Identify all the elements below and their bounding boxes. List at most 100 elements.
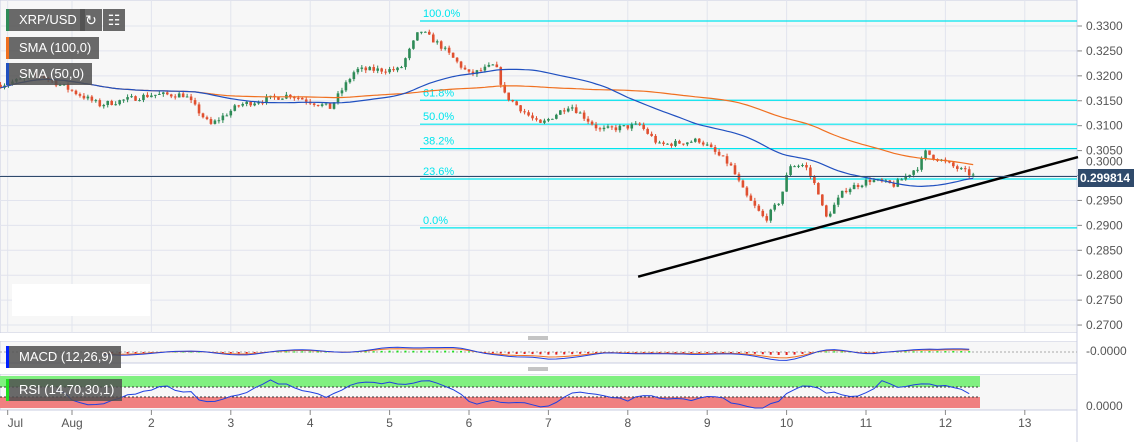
- bar-chart-icon[interactable]: ☷: [103, 9, 125, 31]
- sma50-legend[interactable]: SMA (50,0): [6, 63, 93, 85]
- macd-histogram-bar: [737, 352, 740, 354]
- candle-body: [134, 96, 137, 101]
- candle-body: [956, 166, 959, 169]
- candle-body: [709, 144, 713, 148]
- candle-body: [705, 144, 709, 146]
- trendline: [637, 155, 1079, 278]
- candle-body: [646, 128, 649, 134]
- sma50-line: [0, 68, 974, 188]
- candle-body: [821, 194, 824, 206]
- candle-body: [340, 90, 344, 94]
- x-tick-label: 6: [466, 416, 473, 430]
- candle-body: [467, 69, 471, 72]
- x-tick-label: 4: [307, 416, 314, 430]
- macd-histogram-bar: [960, 351, 963, 353]
- macd-histogram-bar: [309, 351, 312, 353]
- candle-body: [725, 156, 729, 164]
- macd-histogram-bar: [841, 351, 844, 353]
- candle-body: [261, 102, 264, 104]
- candle-body: [201, 113, 205, 118]
- candle-body: [785, 175, 788, 192]
- candle-body: [928, 150, 931, 155]
- candle-body: [729, 163, 733, 166]
- candle-body: [225, 115, 229, 117]
- candle-body: [777, 203, 780, 205]
- candle-body: [281, 98, 284, 100]
- candle-body: [912, 170, 915, 175]
- candle-body: [642, 124, 645, 129]
- x-tick-label: Jul: [8, 416, 23, 430]
- candle-body: [428, 31, 431, 35]
- macd-legend[interactable]: MACD (12,26,9): [6, 346, 121, 368]
- macd-histogram-bar: [722, 352, 725, 354]
- candle-body: [154, 94, 157, 96]
- candle-body: [289, 94, 292, 98]
- macd-histogram-bar: [642, 352, 645, 354]
- candle-body: [150, 95, 153, 98]
- candle-body: [300, 98, 304, 100]
- candle-body: [312, 103, 316, 105]
- symbol-label[interactable]: XRP/USD: [6, 9, 85, 31]
- x-tick-label: 8: [624, 416, 631, 430]
- candle-body: [503, 84, 507, 93]
- candle-body: [78, 94, 82, 96]
- candle-body: [169, 94, 173, 97]
- macd-histogram-bar: [555, 352, 558, 355]
- macd-histogram-bar: [674, 352, 677, 354]
- fib-label: 0.0%: [423, 215, 448, 227]
- macd-histogram-bar: [245, 352, 248, 354]
- candle-body: [352, 72, 356, 80]
- macd-histogram-bar: [809, 352, 812, 354]
- macd-histogram-bar: [460, 350, 463, 353]
- candle-body: [622, 125, 626, 127]
- macd-histogram-bar: [769, 352, 772, 355]
- candle-body: [146, 94, 149, 98]
- y-tick-label: 0.3300: [1086, 19, 1123, 33]
- y-tick-label: 0.3200: [1086, 69, 1123, 83]
- rsi-legend[interactable]: RSI (14,70,30,1): [6, 379, 123, 401]
- candle-body: [408, 48, 411, 59]
- candle-body: [606, 126, 610, 128]
- candle-body: [392, 69, 395, 71]
- y-tick-label: 0.3250: [1086, 44, 1123, 58]
- candle-body: [404, 58, 407, 68]
- sma100-legend[interactable]: SMA (100,0): [6, 37, 100, 59]
- candle-body: [781, 191, 784, 204]
- candle-body: [483, 66, 487, 71]
- candle-body: [638, 123, 642, 125]
- candle-body: [217, 120, 221, 122]
- macd-histogram-bar: [396, 350, 399, 353]
- candle-body: [963, 168, 967, 170]
- candle-body: [856, 184, 860, 187]
- candle-body: [237, 105, 241, 107]
- rsi-axis-label: 0.0000: [1086, 399, 1123, 413]
- fib-label: 50.0%: [423, 111, 454, 123]
- candle-body: [0, 84, 2, 88]
- candle-body: [507, 92, 510, 101]
- candle-body: [376, 68, 379, 71]
- macd-histogram-bar: [761, 352, 764, 355]
- refresh-icon[interactable]: ↻: [80, 9, 102, 31]
- candle-body: [424, 31, 427, 33]
- candle-body: [745, 187, 749, 196]
- candle-body: [138, 100, 141, 102]
- macd-histogram-bar: [317, 351, 320, 353]
- macd-histogram-bar: [539, 352, 542, 355]
- candle-body: [666, 143, 669, 145]
- candle-body: [769, 209, 773, 221]
- candle-body: [316, 104, 320, 106]
- macd-histogram-bar: [626, 352, 629, 353]
- x-tick-label: Aug: [61, 416, 82, 430]
- candle-body: [721, 155, 725, 157]
- macd-histogram-bar: [706, 352, 709, 354]
- candle-body: [594, 124, 598, 129]
- candle-body: [372, 67, 376, 71]
- candle-body: [360, 67, 364, 69]
- candle-body: [765, 216, 769, 221]
- macd-histogram-bar: [563, 352, 566, 355]
- candle-body: [90, 96, 94, 101]
- candle-body: [82, 95, 86, 99]
- candle-body: [701, 142, 705, 145]
- candle-body: [559, 110, 562, 115]
